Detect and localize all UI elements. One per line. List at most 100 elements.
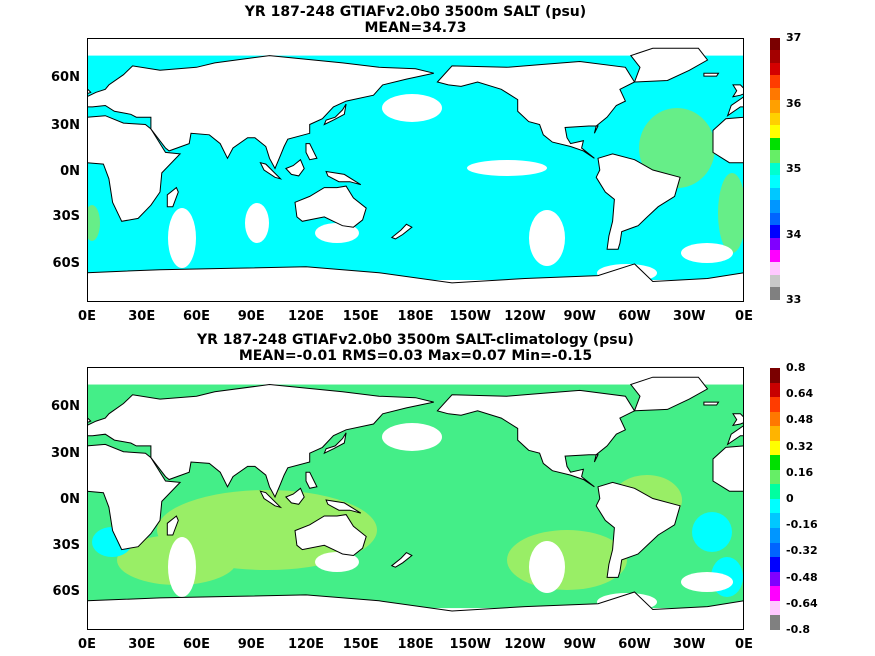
colorbar-swatch — [770, 397, 780, 412]
lon-label: 0E — [735, 637, 753, 652]
colorbar-swatch — [770, 200, 780, 213]
land-uk — [731, 84, 744, 98]
panel-1-title: YR 187-248 GTIAFv2.0b0 3500m SALT (psu) — [244, 4, 587, 20]
colorbar-tick-label: -0.64 — [786, 596, 818, 610]
colorbar-swatch — [770, 100, 780, 113]
panel-1-subtitle: MEAN=34.73 — [364, 20, 467, 36]
map-frame — [87, 38, 744, 302]
colorbar-swatch — [770, 455, 780, 470]
land-greenland — [629, 376, 709, 412]
colorbar-swatch — [770, 162, 780, 176]
land-new-guinea — [325, 170, 362, 186]
lon-label: 150E — [342, 309, 379, 324]
colorbar-swatch — [770, 600, 780, 616]
land-africa — [87, 443, 182, 551]
land-uk — [731, 413, 744, 427]
colorbar-tick-label: 0.64 — [786, 387, 814, 401]
no-data-patch — [681, 572, 733, 592]
colorbar-tick-label: 34 — [786, 227, 802, 241]
colorbar-swatch — [770, 225, 780, 238]
colorbar-tick-label: 0.16 — [786, 465, 814, 479]
colorbar-swatch — [770, 62, 780, 76]
negative-anomaly-patch — [692, 512, 732, 552]
land-south-america — [595, 153, 681, 250]
colorbar-swatch — [770, 175, 780, 188]
no-data-patch — [315, 552, 359, 572]
lon-label: 30W — [673, 637, 706, 652]
colorbar-swatch — [770, 571, 780, 587]
panel-2-map — [87, 367, 744, 630]
lon-label: 30W — [673, 309, 706, 324]
land-philippines — [305, 143, 318, 161]
colorbar-tick-label: 0.32 — [786, 439, 814, 453]
lon-label: 90W — [563, 637, 596, 652]
high-salinity-patch — [718, 173, 744, 253]
lon-label: 0E — [78, 637, 96, 652]
no-data-patch — [168, 208, 196, 268]
lon-label: 30E — [128, 309, 156, 324]
colorbar-swatch — [770, 411, 780, 427]
colorbar-tick-label: -0.32 — [786, 544, 818, 558]
colorbar-swatch — [770, 249, 780, 263]
lon-label: 90W — [563, 309, 596, 324]
land-africa — [712, 116, 744, 164]
lon-label: 60E — [183, 309, 210, 324]
no-data-patch — [245, 203, 269, 243]
colorbar-swatch — [770, 557, 780, 572]
land-madagascar — [166, 186, 179, 208]
land-africa — [712, 445, 744, 492]
land-new-guinea — [325, 499, 362, 514]
no-data-patch — [168, 537, 196, 597]
colorbar-swatch — [770, 38, 780, 51]
colorbar-swatch — [770, 137, 780, 151]
no-data-patch — [529, 541, 565, 593]
land-madagascar — [166, 515, 179, 536]
colorbar-swatch — [770, 368, 780, 383]
colorbar-swatch — [770, 187, 780, 201]
land-borneo — [285, 487, 305, 505]
colorbar-swatch — [770, 513, 780, 529]
colorbar-swatch — [770, 498, 780, 514]
colorbar-swatch — [770, 426, 780, 441]
land-eurasia — [87, 383, 434, 499]
colorbar-tick-label: -0.16 — [786, 518, 818, 532]
colorbar-swatch — [770, 287, 780, 300]
colorbar-swatch — [770, 150, 780, 163]
land-eurasia — [726, 424, 744, 446]
lat-label: 60N — [51, 70, 80, 85]
high-salinity-patch — [87, 205, 100, 241]
lat-label: 60N — [51, 399, 80, 414]
land-iceland — [703, 72, 720, 77]
lon-label: 150W — [449, 309, 491, 324]
lat-label: 30N — [51, 118, 80, 133]
lon-label: 0E — [735, 309, 753, 324]
lon-label: 150E — [342, 637, 379, 652]
land-borneo — [285, 158, 305, 177]
colorbar-swatch — [770, 212, 780, 226]
land-antarctica — [87, 263, 744, 302]
no-data-patch — [467, 160, 547, 176]
colorbar-swatch — [770, 125, 780, 138]
land-sumatra — [259, 161, 283, 180]
colorbar-tick-label: 33 — [786, 293, 802, 306]
lat-label: 0N — [60, 492, 80, 507]
no-data-patch — [315, 223, 359, 243]
lat-label: 30N — [51, 446, 80, 461]
land-greenland — [629, 47, 709, 83]
no-data-patch — [382, 94, 442, 122]
colorbar-tick-label: 36 — [786, 96, 802, 110]
colorbar-swatch — [770, 262, 780, 275]
no-data-patch — [681, 243, 733, 263]
land-japan — [323, 103, 347, 126]
lon-label: 180E — [397, 309, 434, 324]
no-data-patch — [382, 423, 442, 451]
colorbar-swatch — [770, 484, 780, 499]
land-eurasia — [87, 55, 434, 170]
map-frame — [87, 367, 744, 630]
panel-2-subtitle: MEAN=-0.01 RMS=0.03 Max=0.07 Min=-0.15 — [238, 348, 593, 364]
lon-label: 30E — [128, 637, 156, 652]
colorbar-tick-label: 0.8 — [786, 361, 806, 374]
lat-label: 30S — [52, 538, 80, 553]
land-eurasia — [726, 96, 744, 117]
land-south-america — [595, 481, 681, 578]
